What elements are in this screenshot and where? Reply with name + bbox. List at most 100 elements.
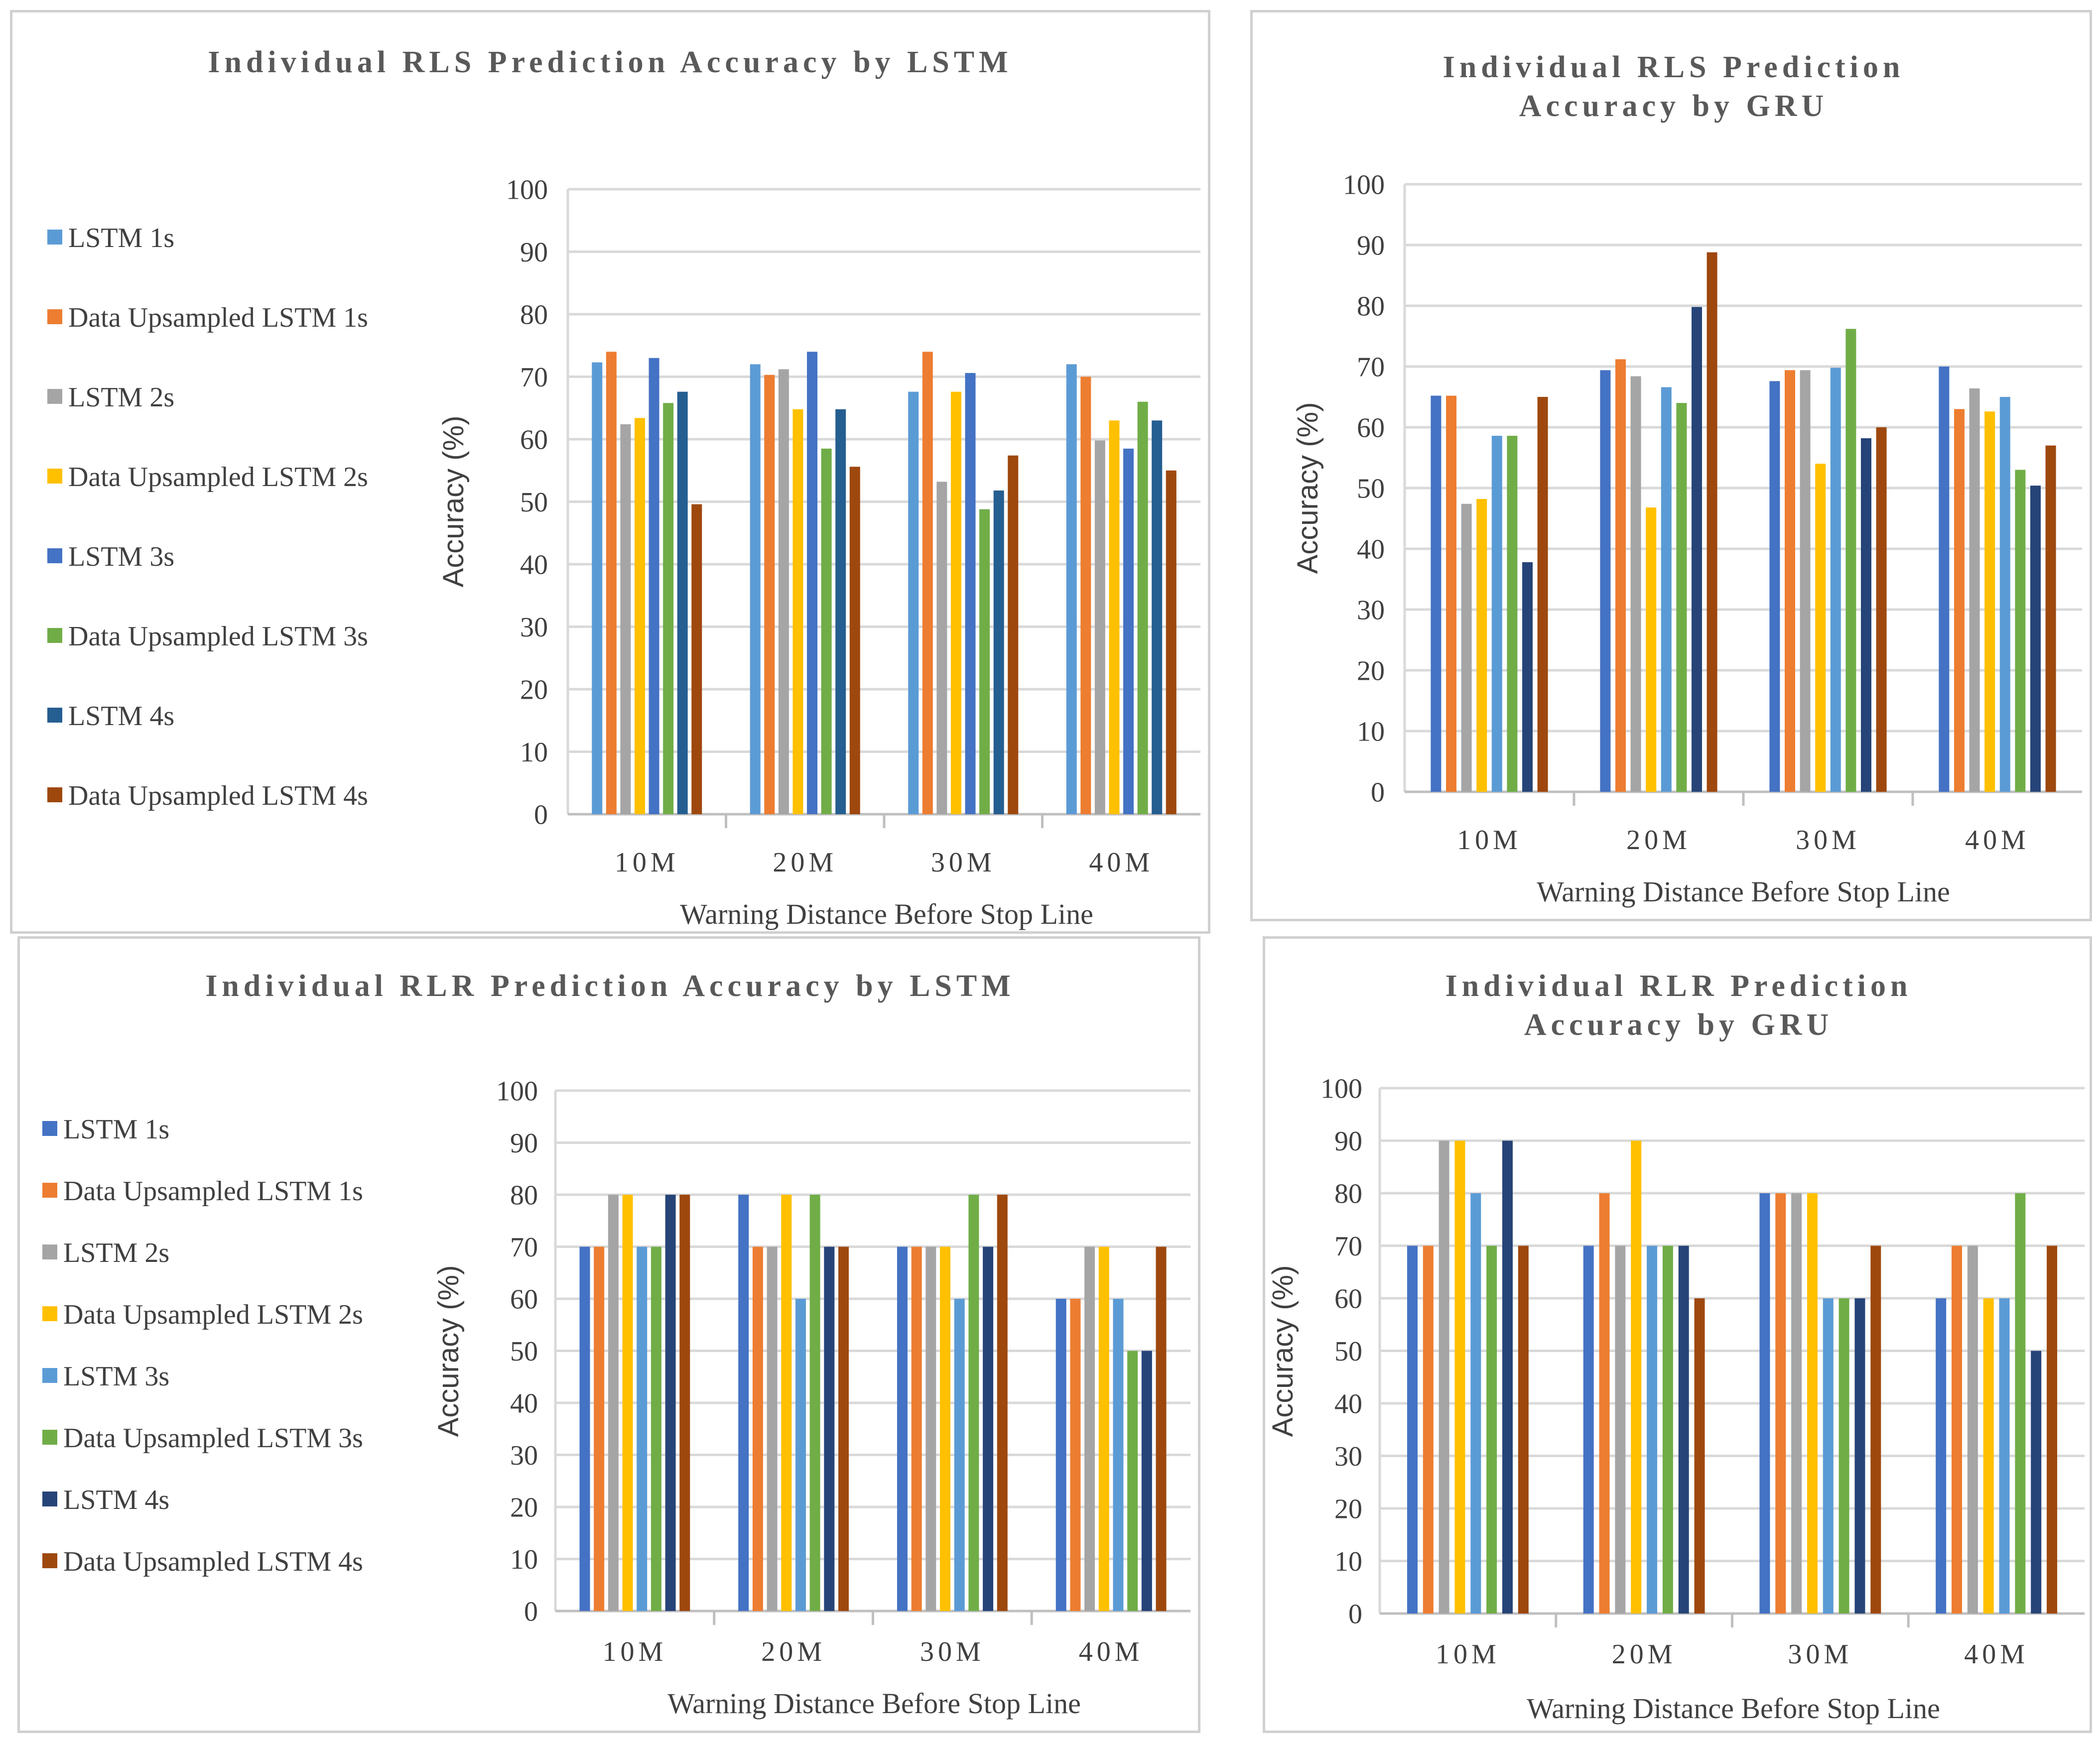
- bar-s6-10m: [1486, 1245, 1497, 1614]
- x-tick-label: 30M: [1796, 825, 1860, 856]
- y-tick-label: 90: [1334, 1126, 1362, 1157]
- bar-lstm-2s-10m: [620, 424, 631, 814]
- bar-s6-30m: [1838, 1298, 1849, 1614]
- bar-lstm-3s-10m: [637, 1246, 648, 1611]
- y-tick-label: 60: [520, 425, 548, 456]
- bar-lstm-2s-30m: [936, 482, 947, 814]
- bar-s8-10m: [1518, 1245, 1529, 1614]
- y-tick-label: 70: [1334, 1231, 1362, 1262]
- bar-s1-40m: [1936, 1298, 1947, 1614]
- bar-lstm-2s-40m: [1084, 1246, 1095, 1611]
- bar-s3-10m: [1461, 503, 1472, 792]
- y-tick-label: 60: [1357, 413, 1385, 444]
- bar-data-upsampled-lstm-1s-20m: [752, 1246, 763, 1611]
- bar-lstm-3s-10m: [649, 358, 659, 814]
- legend-label: LSTM 1s: [68, 223, 174, 253]
- bar-lstm-3s-30m: [965, 373, 976, 814]
- y-tick-label: 10: [510, 1544, 538, 1575]
- bar-s4-10m: [1476, 498, 1487, 792]
- y-axis-label: Accuracy (%): [432, 1265, 465, 1437]
- chart-panel-rls-gru: Individual RLS Prediction Accuracy by GRU…: [1250, 10, 2092, 921]
- y-tick-label: 30: [510, 1440, 538, 1471]
- bar-s8-20m: [1694, 1298, 1705, 1614]
- bar-s8-40m: [2045, 445, 2056, 792]
- bar-lstm-1s-20m: [738, 1195, 749, 1611]
- bar-data-upsampled-lstm-2s-30m: [940, 1246, 951, 1611]
- bar-s1-20m: [1600, 370, 1611, 792]
- y-tick-label: 100: [496, 1076, 538, 1107]
- bar-s4-30m: [1807, 1193, 1818, 1614]
- x-tick-label: 20M: [1626, 825, 1691, 856]
- legend-swatch: [47, 230, 62, 245]
- y-tick-label: 50: [1357, 474, 1385, 504]
- bar-s5-30m: [1823, 1298, 1834, 1614]
- y-tick-label: 70: [510, 1232, 538, 1263]
- legend-label: LSTM 4s: [63, 1485, 169, 1515]
- legend-swatch: [42, 1492, 57, 1506]
- bar-data-upsampled-lstm-3s-40m: [1137, 401, 1148, 814]
- y-tick-label: 50: [510, 1336, 538, 1367]
- x-tick-label: 20M: [761, 1636, 826, 1667]
- bar-lstm-1s-10m: [579, 1246, 590, 1611]
- legend-label: LSTM 2s: [68, 382, 174, 413]
- bar-data-upsampled-lstm-1s-10m: [594, 1246, 605, 1611]
- legend-swatch: [42, 1183, 57, 1198]
- chart-rls-lstm: Individual RLS Prediction Accuracy by LS…: [47, 45, 1200, 930]
- bar-s6-40m: [2015, 470, 2026, 792]
- y-tick-label: 70: [520, 362, 548, 393]
- legend-swatch: [42, 1430, 57, 1445]
- y-tick-label: 100: [1343, 170, 1385, 201]
- chart-panel-rlr-lstm: Individual RLR Prediction Accuracy by LS…: [17, 936, 1200, 1733]
- bar-s4-20m: [1631, 1140, 1642, 1614]
- y-tick-label: 20: [520, 675, 548, 706]
- bar-lstm-4s-10m: [677, 391, 688, 814]
- bar-s8-40m: [2047, 1245, 2058, 1614]
- y-tick-label: 20: [510, 1493, 538, 1523]
- y-tick-label: 90: [510, 1128, 538, 1159]
- bar-s3-30m: [1800, 370, 1811, 792]
- legend-label: Data Upsampled LSTM 3s: [63, 1423, 363, 1454]
- bar-data-upsampled-lstm-2s-10m: [622, 1195, 633, 1611]
- bar-lstm-2s-30m: [925, 1246, 936, 1611]
- y-tick-label: 40: [510, 1388, 538, 1419]
- legend-swatch: [47, 469, 62, 484]
- bar-s2-20m: [1599, 1193, 1610, 1614]
- chart-title-line: Accuracy by GRU: [1524, 1008, 1834, 1042]
- bar-lstm-4s-10m: [665, 1195, 676, 1611]
- legend-label: LSTM 3s: [63, 1361, 169, 1392]
- bar-data-upsampled-lstm-1s-20m: [764, 374, 775, 814]
- bar-s2-10m: [1423, 1245, 1434, 1614]
- bar-s4-40m: [1983, 1298, 1994, 1614]
- chart-rlr-gru: Individual RLR Prediction Accuracy by GRU…: [1267, 969, 2085, 1725]
- y-tick-label: 90: [520, 237, 548, 268]
- y-tick-label: 60: [510, 1284, 538, 1315]
- y-tick-label: 80: [510, 1180, 538, 1211]
- y-tick-label: 60: [1334, 1284, 1362, 1315]
- bar-lstm-3s-20m: [807, 352, 818, 814]
- chart-title-line: Accuracy by GRU: [1519, 89, 1829, 123]
- bar-data-upsampled-lstm-3s-10m: [663, 403, 674, 814]
- bar-data-upsampled-lstm-2s-10m: [634, 418, 645, 814]
- bar-s2-40m: [1954, 409, 1965, 792]
- x-tick-label: 20M: [1612, 1639, 1677, 1670]
- y-tick-label: 90: [1357, 231, 1385, 261]
- bar-s8-20m: [1706, 252, 1717, 792]
- x-axis-label: Warning Distance Before Stop Line: [1527, 1692, 1940, 1725]
- bar-s8-10m: [1537, 397, 1548, 792]
- bar-lstm-3s-40m: [1113, 1299, 1124, 1611]
- bar-lstm-1s-40m: [1066, 364, 1077, 814]
- bar-s5-30m: [1830, 368, 1841, 792]
- bar-data-upsampled-lstm-2s-20m: [792, 409, 803, 814]
- bar-s1-30m: [1769, 381, 1780, 792]
- bar-s7-30m: [1861, 438, 1871, 792]
- y-axis-label: Accuracy (%): [1267, 1265, 1299, 1437]
- bar-data-upsampled-lstm-3s-10m: [651, 1246, 661, 1611]
- bar-s7-40m: [2031, 1351, 2042, 1614]
- bar-s3-10m: [1439, 1140, 1449, 1614]
- bar-data-upsampled-lstm-4s-40m: [1166, 470, 1177, 814]
- y-tick-label: 20: [1334, 1494, 1362, 1525]
- bar-lstm-2s-20m: [767, 1246, 778, 1611]
- bar-s5-10m: [1491, 436, 1502, 792]
- bar-s3-20m: [1630, 376, 1641, 792]
- x-tick-label: 30M: [920, 1636, 985, 1667]
